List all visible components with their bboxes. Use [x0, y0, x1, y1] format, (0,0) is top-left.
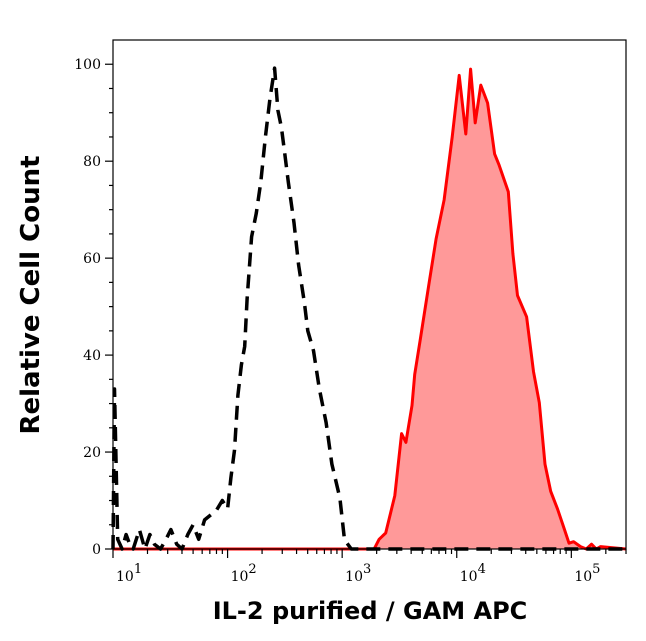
x-tick-label: 104 — [460, 562, 486, 585]
control-series-line — [111, 66, 626, 551]
y-tick-label: 20 — [83, 445, 101, 461]
plot-frame — [112, 39, 627, 550]
y-tick-label: 80 — [83, 154, 101, 170]
stained-series-line — [113, 67, 627, 551]
y-tick-label: 100 — [74, 57, 101, 73]
y-axis-title: Relative Cell Count — [16, 155, 46, 434]
y-tick-label: 40 — [83, 348, 101, 364]
axes: 0 20 40 60 80 100 101 102 103 104 105 — [74, 57, 627, 585]
series-fill-area — [113, 69, 626, 549]
x-tick-label: 105 — [574, 562, 600, 585]
y-tick-label: 60 — [83, 251, 101, 267]
x-axis-title: IL-2 purified / GAM APC — [213, 597, 528, 625]
x-tick-label: 103 — [345, 562, 371, 585]
y-tick-label: 0 — [92, 542, 101, 558]
x-tick-label: 102 — [231, 562, 257, 585]
x-tick-label: 101 — [116, 562, 142, 585]
plot-area — [111, 66, 627, 551]
